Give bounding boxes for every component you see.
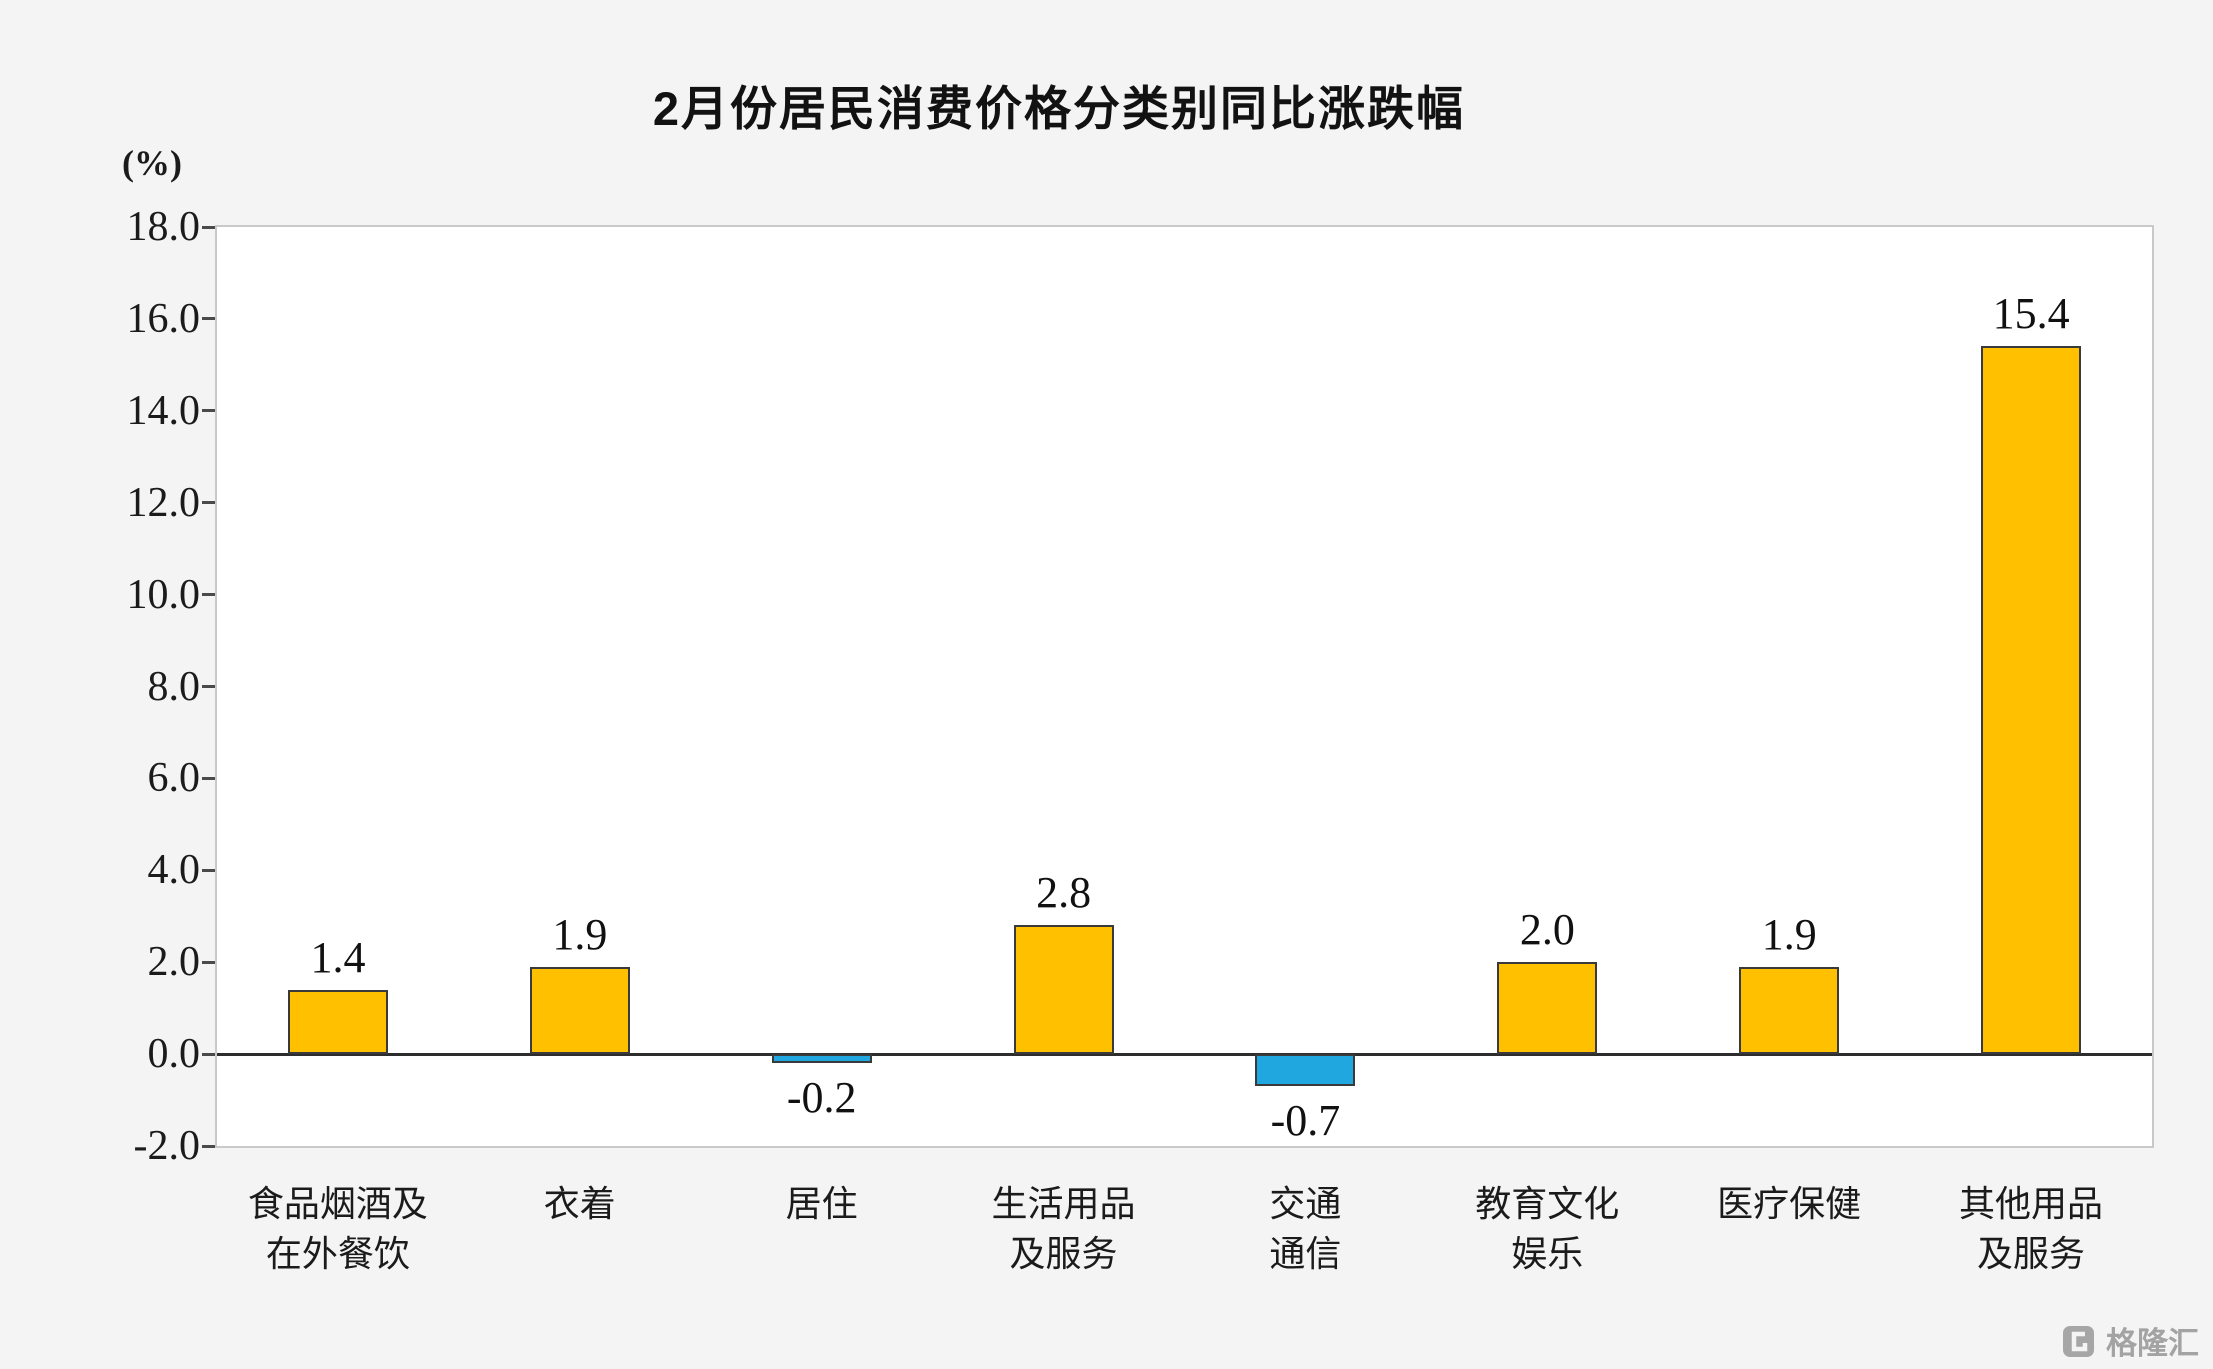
y-tick-label: 14.0 (126, 387, 201, 434)
zero-axis-line (217, 1052, 2152, 1056)
y-tick-mark (202, 776, 215, 780)
y-tick-mark (202, 409, 215, 413)
y-axis-unit-label: (%) (122, 143, 182, 183)
bar-value-label: 1.9 (552, 909, 608, 959)
y-tick-label: -2.0 (133, 1123, 201, 1169)
bar-value-label: -0.7 (1270, 1096, 1341, 1146)
bar-5 (1255, 1054, 1356, 1087)
y-tick-label: 10.0 (126, 571, 201, 618)
bar-7 (1739, 966, 1840, 1055)
y-tick-mark (202, 960, 215, 964)
bar-value-label: 2.0 (1519, 905, 1575, 955)
category-label: 生活用品 及服务 (991, 1184, 1136, 1274)
category-label: 其他用品 及服务 (1959, 1184, 2104, 1274)
y-tick-mark (202, 501, 215, 505)
y-tick-label: 12.0 (126, 479, 201, 526)
bar-value-label: 1.9 (1761, 909, 1817, 959)
watermark-text: 格隆汇 (2106, 1326, 2199, 1361)
gelonghui-logo-icon (2061, 1323, 2097, 1359)
bar-2 (529, 966, 630, 1055)
bar-value-label: -0.2 (786, 1073, 857, 1123)
bar-4 (1013, 925, 1114, 1055)
y-tick-label: 2.0 (147, 939, 201, 986)
y-tick-label: 18.0 (126, 204, 201, 250)
category-label: 交通 通信 (1269, 1184, 1342, 1274)
y-tick-label: 16.0 (126, 295, 201, 342)
category-label: 医疗保健 (1717, 1184, 1862, 1224)
y-tick-label: 8.0 (147, 663, 201, 710)
y-tick-mark (202, 317, 215, 321)
y-tick-label: 4.0 (147, 847, 201, 894)
bar-1 (287, 989, 388, 1055)
bar-8 (1981, 346, 2082, 1055)
y-tick-mark (202, 1144, 215, 1148)
y-tick-mark (202, 685, 215, 688)
bar-6 (1497, 962, 1598, 1055)
bar-value-label: 15.4 (1992, 289, 2070, 339)
plot-area: 1.4 1.9 -0.2 2.8 -0.7 2.0 1.9 15.4 (215, 225, 2154, 1148)
y-tick-mark (202, 1052, 215, 1056)
y-tick-mark (202, 225, 215, 229)
watermark-gelonghui: 格隆汇 (2061, 1318, 2199, 1363)
bar-value-label: 1.4 (310, 932, 366, 982)
y-tick-mark (202, 593, 215, 597)
category-label: 衣着 (543, 1184, 616, 1224)
chart-title: 2月份居民消费价格分类别同比涨跌幅 (652, 82, 1466, 135)
category-label: 教育文化 娱乐 (1475, 1184, 1620, 1274)
category-label: 居住 (785, 1184, 858, 1224)
category-label: 食品烟酒及 在外餐饮 (247, 1184, 428, 1274)
y-tick-label: 6.0 (147, 755, 201, 802)
bar-value-label: 2.8 (1036, 868, 1092, 918)
bar-3 (771, 1054, 872, 1064)
y-tick-label: 0.0 (147, 1031, 201, 1078)
y-tick-mark (202, 868, 215, 872)
